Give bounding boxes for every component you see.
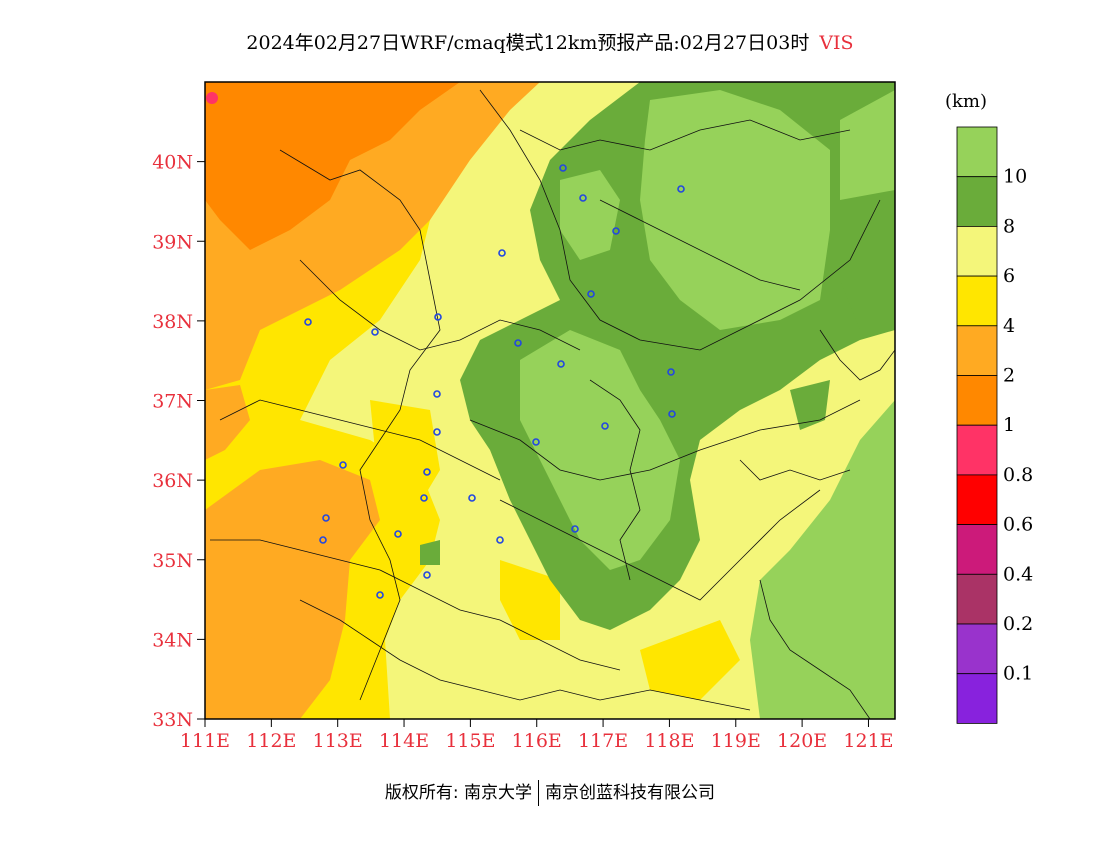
y-tick-label: 33N (152, 709, 193, 731)
x-tick-label: 120E (777, 730, 827, 752)
y-tick-label: 39N (152, 231, 193, 253)
x-tick-label: 116E (512, 730, 562, 752)
colorbar-segment (956, 474, 998, 525)
y-tick-label: 40N (152, 152, 193, 174)
footer-copyright: 版权所有: 南京大学 (384, 783, 533, 803)
title-variable: VIS (819, 32, 854, 54)
x-tick-label: 111E (180, 730, 230, 752)
y-tick-label: 34N (152, 629, 193, 651)
colorbar-segment (956, 325, 998, 376)
x-tick-label: 113E (313, 730, 363, 752)
x-tick-label: 119E (711, 730, 761, 752)
x-axis: 111E 112E 113E 114E 115E 116E 117E 118E 119E 120E… (180, 719, 894, 752)
colorbar-label: 4 (1003, 315, 1015, 337)
colorbar-label: 0.6 (1003, 514, 1033, 536)
x-tick-label: 118E (644, 730, 694, 752)
colorbar-label: 10 (1003, 166, 1027, 188)
colorbar-label: 0.2 (1003, 613, 1033, 635)
colorbar-segment (956, 176, 998, 227)
colorbar-label: 8 (1003, 215, 1015, 237)
colorbar-unit: (km) (945, 91, 987, 112)
y-tick-label: 36N (152, 470, 193, 492)
colorbar-segment (956, 275, 998, 327)
field-over-10km (640, 90, 830, 330)
x-tick-label: 115E (445, 730, 495, 752)
colorbar-label: 6 (1003, 265, 1015, 287)
colorbar-segment (956, 126, 998, 178)
x-tick-label: 114E (379, 730, 429, 752)
colorbar-segment (956, 225, 998, 277)
footer: 版权所有: 南京大学 南京创蓝科技有限公司 (0, 778, 1100, 806)
colorbar-label: 0.1 (1003, 663, 1033, 685)
x-tick-label: 121E (843, 730, 893, 752)
field-1-2km (205, 82, 460, 250)
city-markers (304, 164, 685, 599)
colorbar: 10 8 6 4 2 1 0.8 0.6 0.4 0.2 0.1 (956, 126, 1033, 724)
y-tick-label: 37N (152, 391, 193, 413)
x-tick-label: 112E (246, 730, 296, 752)
colorbar-label: 0.4 (1003, 563, 1033, 585)
colorbar-label: 0.8 (1003, 464, 1033, 486)
footer-separator (538, 780, 540, 806)
chart-title: 2024年02月27日WRF/cmaq模式12km预报产品:02月27日03时 V… (0, 28, 1100, 55)
colorbar-segment (956, 673, 998, 724)
y-tick-label: 35N (152, 550, 193, 572)
colorbar-label: 2 (1003, 365, 1015, 387)
y-tick-label: 38N (152, 311, 193, 333)
footer-company: 南京创蓝科技有限公司 (545, 783, 716, 803)
colorbar-segment (956, 573, 998, 625)
colorbar-segment (956, 375, 998, 426)
y-axis: 33N 34N 35N 36N 37N 38N 39N 40N (152, 152, 205, 731)
colorbar-segment (956, 623, 998, 675)
colorbar-segment (956, 424, 998, 476)
colorbar-segment (956, 524, 998, 575)
visibility-field (205, 82, 895, 719)
title-main: 2024年02月27日WRF/cmaq模式12km预报产品:02月27日03时 (246, 32, 810, 54)
x-tick-label: 117E (578, 730, 628, 752)
colorbar-label: 1 (1003, 414, 1015, 436)
